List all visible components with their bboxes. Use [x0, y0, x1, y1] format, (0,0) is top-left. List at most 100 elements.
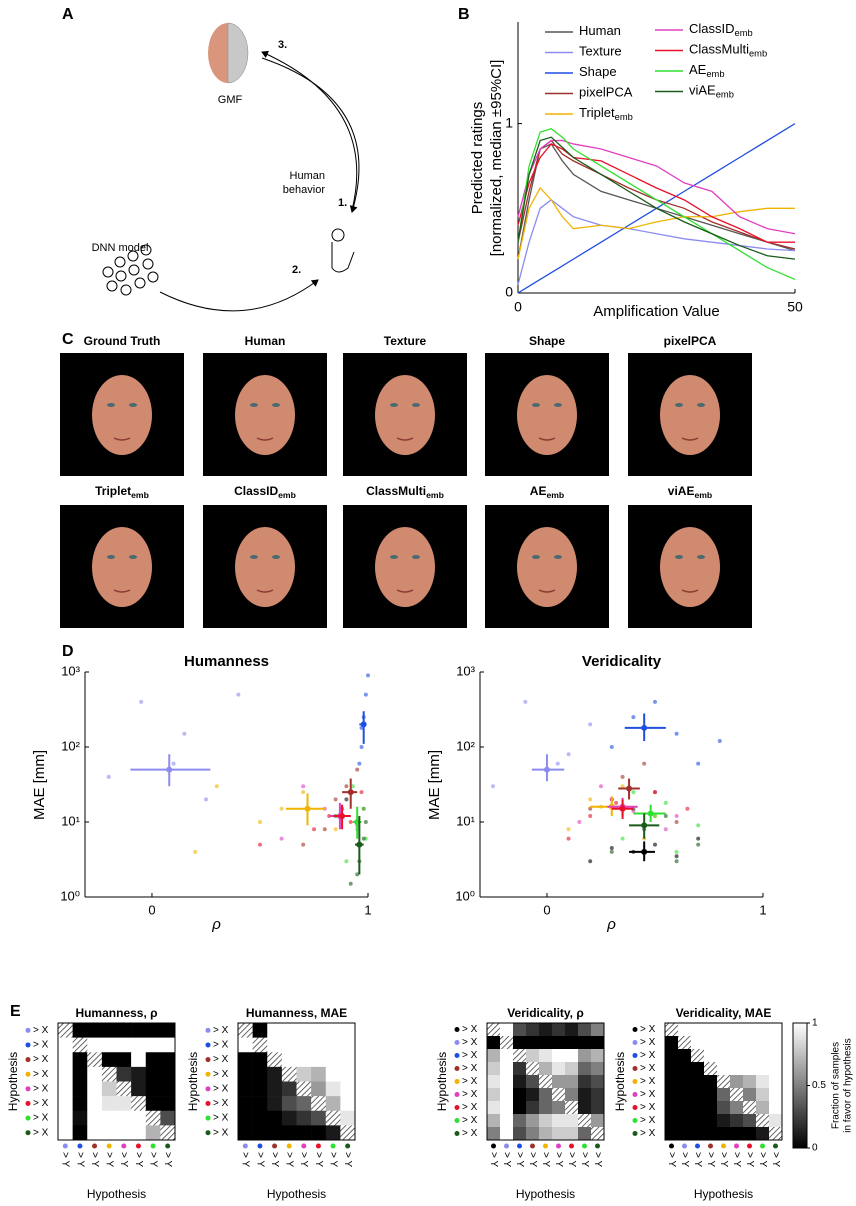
- point: [588, 806, 593, 811]
- legend-label: AEemb: [689, 62, 725, 79]
- heatmap-cell: [743, 1062, 757, 1076]
- heatmap-cell: [252, 1023, 268, 1038]
- heatmap-cell: [500, 1088, 514, 1102]
- heatmap-cell: [526, 1049, 540, 1063]
- heatmap-cell: [552, 1088, 566, 1102]
- row-dot: [454, 1105, 460, 1110]
- heatmap-cell: [296, 1125, 312, 1141]
- heatmap-cell: [252, 1037, 268, 1053]
- y-tick-label: 10³: [61, 663, 80, 678]
- heatmap-cell: [756, 1023, 770, 1037]
- legend-label-subscript: emb: [716, 90, 734, 100]
- heatmap-cell: [72, 1096, 88, 1112]
- heatmap-cell: [238, 1081, 253, 1097]
- row-label: > X: [640, 1102, 656, 1113]
- y-tick-label: 10⁰: [60, 888, 80, 903]
- heatmap-cell: [281, 1096, 297, 1112]
- heatmap-cell: [325, 1052, 341, 1068]
- gmf-label: GMF: [218, 94, 243, 106]
- heatmap-cell: [101, 1052, 117, 1068]
- heatmap-cell: [87, 1096, 103, 1112]
- row-label: > X: [462, 1102, 478, 1113]
- heatmap-cell: [691, 1049, 705, 1063]
- heatmap-cell: [591, 1088, 605, 1102]
- heatmap-cell: [565, 1101, 579, 1115]
- heatmap-cell: [552, 1101, 566, 1115]
- col-dot: [491, 1143, 496, 1149]
- heatmap-cell: [665, 1088, 679, 1102]
- heatmap-cell: [500, 1036, 514, 1050]
- heatmap-cell: [238, 1110, 253, 1126]
- heatmap-cell: [691, 1062, 705, 1076]
- y-axis-label: MAE [mm]: [31, 750, 48, 820]
- row-label: > X: [213, 1054, 229, 1065]
- heatmap-cell: [717, 1114, 731, 1128]
- heatmap-cell: [539, 1049, 553, 1063]
- col-dot: [773, 1143, 778, 1149]
- point: [363, 692, 368, 697]
- col-dot: [747, 1143, 752, 1149]
- heatmap-cell: [72, 1066, 88, 1082]
- heatmap-cell: [743, 1088, 757, 1102]
- face-eye: [390, 403, 398, 407]
- heatmap-cell: [769, 1075, 783, 1089]
- face-title-subscript: emb: [426, 490, 444, 500]
- face-title-subscript: emb: [546, 490, 564, 500]
- point: [355, 767, 360, 772]
- point: [359, 790, 364, 795]
- colorbar-label: in favor of hypothesis: [843, 1038, 854, 1133]
- heatmap-cell: [743, 1049, 757, 1063]
- row-label: > X: [640, 1128, 656, 1139]
- heatmap-cell: [267, 1081, 283, 1097]
- heatmap-cell: [58, 1081, 73, 1097]
- col-label: > Y: [718, 1152, 729, 1167]
- heatmap-cell: [678, 1036, 692, 1050]
- heatmap-cell: [116, 1096, 132, 1112]
- heatmap-cell: [526, 1127, 540, 1141]
- heatmap-cell: [539, 1088, 553, 1102]
- heatmap-cell: [145, 1125, 161, 1141]
- heatmap-cell: [116, 1110, 132, 1126]
- face-eye: [250, 555, 258, 559]
- heatmap-cell: [565, 1075, 579, 1089]
- heatmap-cell: [552, 1127, 566, 1141]
- chart-title: Humanness: [184, 653, 269, 670]
- heatmap-cell: [769, 1023, 783, 1037]
- face: [517, 527, 577, 607]
- median-point: [641, 822, 648, 829]
- point: [685, 806, 690, 811]
- face-title-main: Human: [245, 334, 286, 348]
- row-dot: [632, 1131, 638, 1136]
- col-label: > Y: [514, 1152, 525, 1167]
- point: [344, 797, 349, 802]
- col-label: > Y: [74, 1152, 85, 1167]
- point: [279, 836, 284, 841]
- row-label: > X: [462, 1076, 478, 1087]
- row-dot: [454, 1092, 460, 1097]
- heatmap-cell: [500, 1114, 514, 1128]
- heatmap-cell: [87, 1066, 103, 1082]
- x-axis-label: ρ: [606, 916, 616, 933]
- face-mouth: [256, 589, 274, 593]
- heatmap-cell: [678, 1075, 692, 1089]
- row-dot: [632, 1079, 638, 1084]
- heatmap-cell: [101, 1125, 117, 1141]
- heatmap-cell: [311, 1037, 327, 1053]
- point: [357, 761, 362, 766]
- heatmap-cell: [756, 1075, 770, 1089]
- face-title: ClassMultiemb: [366, 484, 444, 500]
- row-dot: [454, 1118, 460, 1123]
- median-point: [360, 721, 367, 728]
- point: [566, 836, 571, 841]
- face-mouth: [113, 437, 131, 441]
- heatmap-cell: [578, 1023, 592, 1037]
- heatmap-cell: [325, 1066, 341, 1082]
- point: [363, 820, 368, 824]
- heatmap-cell: [513, 1049, 527, 1063]
- face-mouth: [681, 437, 699, 441]
- panel-label: D: [62, 643, 74, 660]
- row-label: > X: [33, 1069, 49, 1080]
- heatmap-cell: [160, 1052, 176, 1068]
- row-dot: [454, 1079, 460, 1084]
- face: [92, 375, 152, 455]
